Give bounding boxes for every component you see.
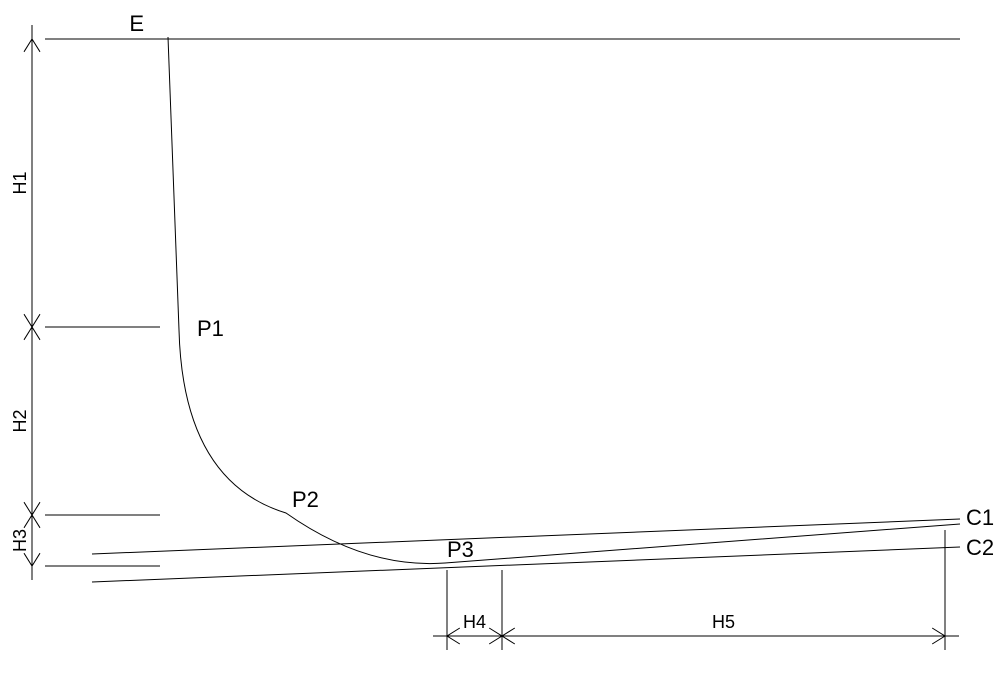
label-c1: C1 <box>966 505 994 530</box>
label-p3: P3 <box>447 537 474 562</box>
label-p2: P2 <box>292 487 319 512</box>
label-e: E <box>129 11 144 36</box>
line-c1 <box>92 519 960 554</box>
label-h2: H2 <box>10 409 30 432</box>
line-c2 <box>92 547 960 582</box>
label-h1: H1 <box>10 171 30 194</box>
label-h3: H3 <box>10 529 30 552</box>
label-c2: C2 <box>966 535 994 560</box>
label-h5: H5 <box>712 612 735 632</box>
profile-curve <box>168 37 960 564</box>
label-h4: H4 <box>463 612 486 632</box>
label-p1: P1 <box>197 316 224 341</box>
